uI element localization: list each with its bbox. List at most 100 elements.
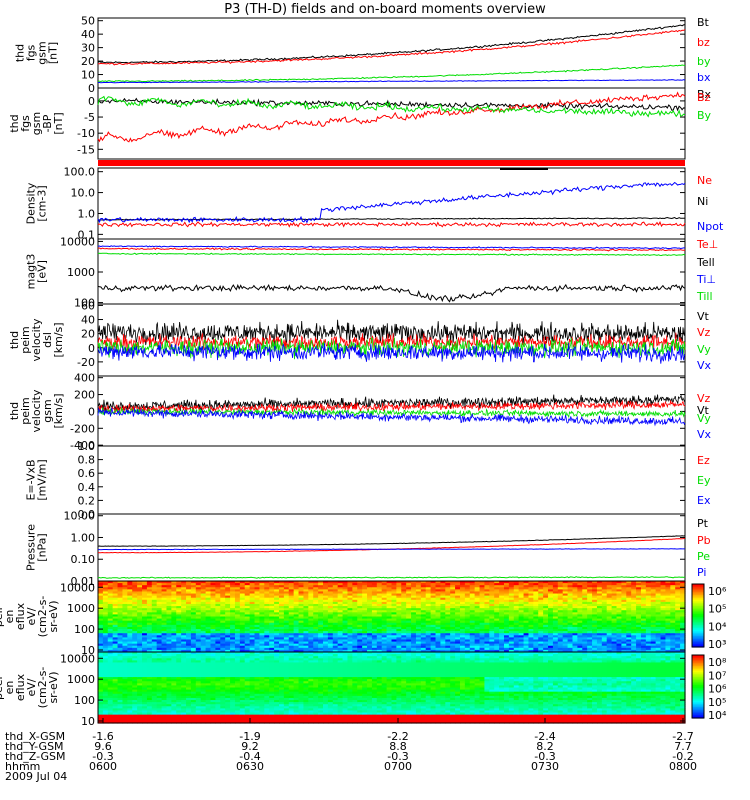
heatmap-cell — [269, 618, 275, 622]
heatmap-cell — [577, 639, 583, 643]
heatmap-cell — [494, 593, 500, 597]
heatmap-cell — [675, 597, 681, 601]
heatmap-cell — [161, 716, 168, 720]
heatmap-cell — [362, 647, 368, 651]
heatmap-cell — [587, 618, 593, 622]
heatmap-cell — [298, 620, 305, 624]
heatmap-cell — [132, 624, 138, 628]
heatmap-cell — [186, 614, 192, 618]
heatmap-cell — [132, 595, 138, 599]
heatmap-cell — [293, 593, 300, 597]
heatmap-cell — [142, 691, 148, 695]
heatmap-cell — [166, 610, 172, 613]
heatmap-cell — [499, 599, 505, 603]
heatmap-cell — [459, 626, 466, 630]
heatmap-cell — [293, 587, 300, 590]
heatmap-cell — [107, 649, 114, 653]
heatmap-cell — [151, 666, 158, 670]
heatmap-cell — [425, 645, 432, 649]
heatmap-cell — [508, 620, 515, 624]
heatmap-cell — [122, 677, 128, 680]
heatmap-cell — [455, 624, 461, 628]
heatmap-cell — [337, 631, 344, 634]
heatmap-cell — [171, 710, 177, 714]
heatmap-cell — [137, 631, 143, 634]
colorbar-cell — [692, 635, 704, 639]
heatmap-cell — [533, 616, 539, 620]
heatmap-cell — [592, 581, 598, 584]
heatmap-cell — [376, 633, 383, 636]
heatmap-cell — [200, 603, 207, 607]
heatmap-cell — [440, 581, 446, 584]
heatmap-cell — [142, 654, 148, 657]
heatmap-cell — [626, 589, 632, 593]
heatmap-cell — [557, 612, 564, 616]
heatmap-cell — [523, 631, 530, 634]
heatmap-cell — [401, 629, 407, 632]
heatmap-cell — [132, 683, 138, 687]
heatmap-cell — [675, 639, 681, 643]
heatmap-cell — [176, 626, 182, 630]
heatmap-cell — [411, 591, 417, 595]
heatmap-cell — [137, 685, 143, 689]
heatmap-cell — [513, 618, 520, 622]
heatmap-cell — [459, 589, 466, 593]
heatmap-cell — [288, 635, 295, 638]
heatmap-cell — [347, 645, 353, 649]
heatmap-cell — [293, 595, 300, 599]
heatmap-cell — [601, 647, 608, 651]
heatmap-cell — [274, 616, 280, 620]
heatmap-cell — [636, 612, 642, 616]
heatmap-cell — [680, 612, 686, 616]
heatmap-cell — [533, 608, 539, 611]
heatmap-cell — [459, 629, 466, 632]
heatmap-cell — [200, 633, 207, 636]
heatmap-cell — [205, 603, 212, 607]
heatmap-cell — [430, 639, 437, 643]
heatmap-cell — [680, 647, 686, 651]
heatmap-cell — [523, 599, 530, 603]
heatmap-cell — [181, 585, 187, 588]
heatmap-cell — [616, 601, 623, 605]
heatmap-cell — [239, 639, 246, 643]
heatmap-cell — [146, 639, 153, 643]
heatmap-cell — [332, 643, 339, 647]
heatmap-cell — [450, 614, 456, 618]
heatmap-cell — [98, 593, 104, 597]
heatmap-cell — [420, 633, 427, 636]
heatmap-cell — [391, 603, 397, 607]
heatmap-cell — [171, 716, 177, 720]
heatmap-cell — [670, 631, 676, 634]
heatmap-cell — [552, 629, 559, 632]
y-axis-label-line: [km/s] — [52, 393, 65, 428]
heatmap-cell — [469, 618, 476, 622]
heatmap-cell — [308, 649, 314, 653]
heatmap-cell — [146, 606, 153, 609]
heatmap-cell — [283, 606, 290, 609]
heatmap-cell — [645, 620, 652, 624]
colorbar-cell — [692, 632, 704, 635]
heatmap-cell — [499, 589, 505, 593]
heatmap-cell — [151, 668, 158, 672]
heatmap-cell — [601, 591, 608, 595]
heatmap-cell — [210, 581, 216, 584]
heatmap-cell — [127, 683, 133, 687]
heatmap-cell — [606, 601, 613, 605]
heatmap-cell — [181, 714, 187, 718]
heatmap-cell — [489, 599, 495, 603]
heatmap-cell — [675, 587, 681, 590]
heatmap-cell — [528, 633, 534, 636]
legend-label: Ez — [697, 454, 710, 467]
heatmap-cell — [264, 591, 270, 595]
heatmap-cell — [239, 645, 246, 649]
heatmap-cell — [230, 589, 236, 593]
heatmap-cell — [112, 670, 119, 674]
heatmap-cell — [195, 616, 202, 620]
heatmap-cell — [572, 631, 578, 634]
heatmap-cell — [459, 647, 466, 651]
heatmap-cell — [450, 639, 456, 643]
heatmap-cell — [606, 641, 613, 645]
heatmap-cell — [195, 620, 202, 624]
